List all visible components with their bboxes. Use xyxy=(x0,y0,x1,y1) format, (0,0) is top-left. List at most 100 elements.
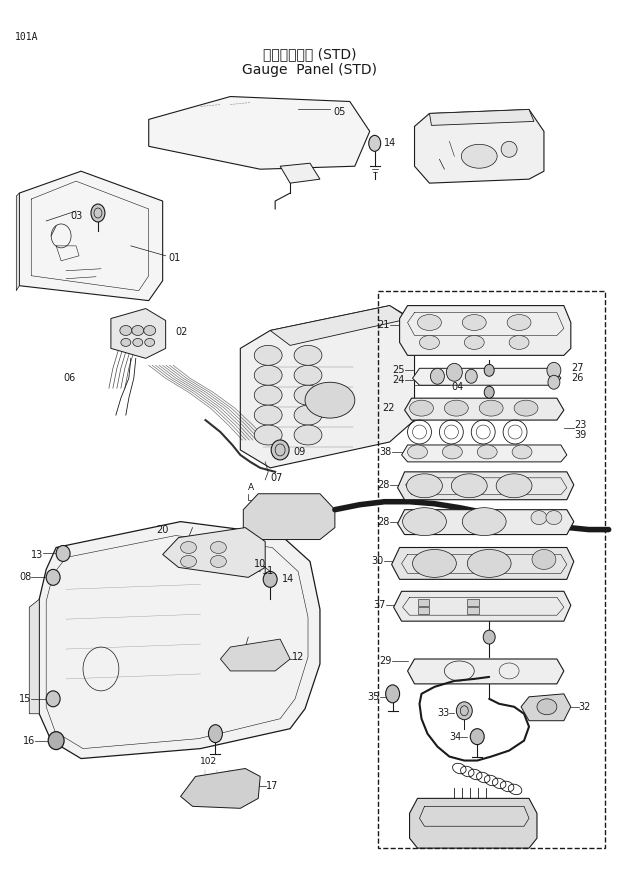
Polygon shape xyxy=(407,659,564,684)
Text: 33: 33 xyxy=(437,708,450,718)
Text: 04: 04 xyxy=(451,382,464,392)
Polygon shape xyxy=(400,306,571,355)
Ellipse shape xyxy=(254,385,282,405)
Ellipse shape xyxy=(402,508,446,535)
Ellipse shape xyxy=(369,135,381,151)
Text: 15: 15 xyxy=(19,694,31,704)
Ellipse shape xyxy=(537,698,557,715)
Ellipse shape xyxy=(294,385,322,405)
Ellipse shape xyxy=(294,346,322,365)
Ellipse shape xyxy=(46,569,60,585)
Ellipse shape xyxy=(210,541,226,553)
Text: 34: 34 xyxy=(449,732,461,742)
Ellipse shape xyxy=(420,335,440,349)
Ellipse shape xyxy=(417,314,441,331)
Text: 02: 02 xyxy=(175,327,188,338)
Ellipse shape xyxy=(254,346,282,365)
Ellipse shape xyxy=(133,339,143,347)
Ellipse shape xyxy=(132,326,144,335)
Ellipse shape xyxy=(56,546,70,561)
Ellipse shape xyxy=(456,702,472,719)
Ellipse shape xyxy=(467,549,511,577)
Text: A: A xyxy=(248,484,254,492)
Ellipse shape xyxy=(144,339,155,347)
Ellipse shape xyxy=(445,400,468,416)
Polygon shape xyxy=(405,398,564,420)
Ellipse shape xyxy=(91,204,105,222)
Polygon shape xyxy=(180,768,260,808)
Text: 12: 12 xyxy=(292,652,304,662)
Polygon shape xyxy=(241,306,415,468)
Ellipse shape xyxy=(484,364,494,376)
Ellipse shape xyxy=(386,685,400,703)
Text: 29: 29 xyxy=(379,656,392,666)
Text: 23: 23 xyxy=(574,420,586,430)
Ellipse shape xyxy=(430,368,445,384)
Polygon shape xyxy=(410,799,537,849)
Text: 05: 05 xyxy=(333,107,345,118)
Ellipse shape xyxy=(407,445,427,459)
Bar xyxy=(417,608,430,615)
Ellipse shape xyxy=(479,400,503,416)
Polygon shape xyxy=(280,163,320,183)
Ellipse shape xyxy=(512,445,532,459)
Ellipse shape xyxy=(294,365,322,385)
Text: 32: 32 xyxy=(579,702,591,711)
Text: 14: 14 xyxy=(282,574,294,584)
Polygon shape xyxy=(392,547,574,580)
Ellipse shape xyxy=(531,511,547,525)
Text: 102: 102 xyxy=(200,757,217,766)
Text: 13: 13 xyxy=(31,551,43,560)
Ellipse shape xyxy=(507,314,531,331)
Ellipse shape xyxy=(180,555,197,567)
Polygon shape xyxy=(19,171,162,300)
Text: 28: 28 xyxy=(377,480,389,490)
Text: 28: 28 xyxy=(377,517,389,526)
Polygon shape xyxy=(270,306,410,346)
Ellipse shape xyxy=(463,314,486,331)
Ellipse shape xyxy=(464,335,484,349)
Polygon shape xyxy=(412,368,561,385)
Bar xyxy=(467,608,479,615)
Ellipse shape xyxy=(471,729,484,745)
Polygon shape xyxy=(430,109,534,126)
Polygon shape xyxy=(402,445,567,462)
Polygon shape xyxy=(397,471,574,499)
Text: 14: 14 xyxy=(384,138,396,148)
Ellipse shape xyxy=(501,141,517,157)
Ellipse shape xyxy=(412,549,456,577)
Ellipse shape xyxy=(465,369,477,383)
Ellipse shape xyxy=(254,365,282,385)
Ellipse shape xyxy=(180,541,197,553)
Ellipse shape xyxy=(208,725,223,743)
Ellipse shape xyxy=(477,445,497,459)
Text: 38: 38 xyxy=(379,447,392,457)
Polygon shape xyxy=(415,109,544,183)
Text: 21: 21 xyxy=(377,320,389,331)
Polygon shape xyxy=(162,527,265,577)
Text: 10: 10 xyxy=(254,560,267,569)
Bar xyxy=(417,599,430,606)
Polygon shape xyxy=(397,510,574,534)
Ellipse shape xyxy=(407,474,443,498)
Polygon shape xyxy=(220,639,290,671)
Text: 24: 24 xyxy=(392,375,405,385)
Ellipse shape xyxy=(547,362,561,378)
Ellipse shape xyxy=(46,691,60,707)
Ellipse shape xyxy=(451,474,487,498)
Text: 101A: 101A xyxy=(16,31,39,42)
Polygon shape xyxy=(243,494,335,540)
Ellipse shape xyxy=(548,375,560,389)
Ellipse shape xyxy=(294,425,322,445)
Ellipse shape xyxy=(210,555,226,567)
Bar xyxy=(378,291,604,849)
Ellipse shape xyxy=(514,400,538,416)
Ellipse shape xyxy=(271,440,289,460)
Ellipse shape xyxy=(483,630,495,644)
Ellipse shape xyxy=(509,335,529,349)
Polygon shape xyxy=(111,308,166,358)
Text: 30: 30 xyxy=(371,556,384,567)
Text: 03: 03 xyxy=(71,211,83,221)
Text: 09: 09 xyxy=(293,447,305,457)
Polygon shape xyxy=(16,193,19,291)
